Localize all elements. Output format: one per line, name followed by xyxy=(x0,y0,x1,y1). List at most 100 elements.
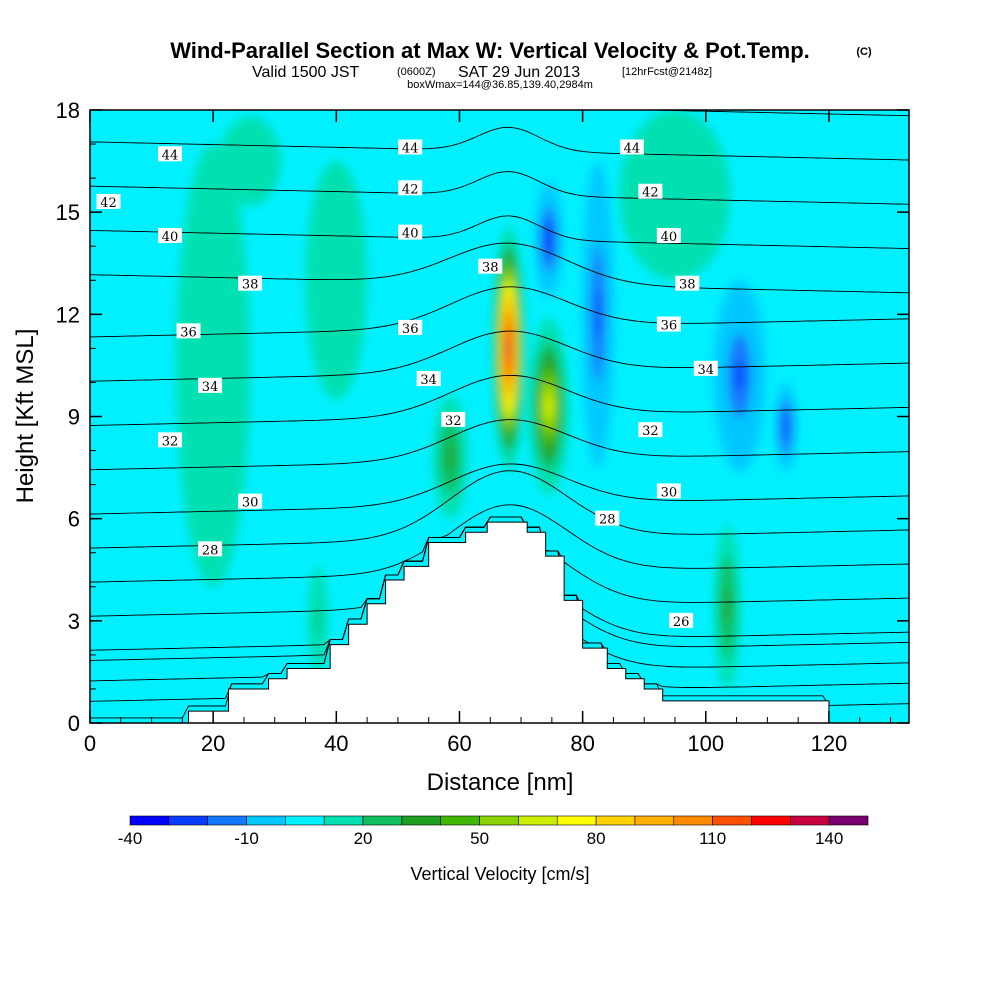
contour-label-box xyxy=(96,193,121,209)
contour-label-text: 28 xyxy=(599,513,616,528)
contour-label-text: 42 xyxy=(402,182,419,197)
vv-level xyxy=(654,163,696,228)
contour-label-box xyxy=(398,180,423,196)
contour-label-28: 28 xyxy=(595,510,620,528)
theta-contour-39 xyxy=(630,110,909,117)
x-tick-label: 120 xyxy=(811,731,848,756)
contour-label-text: 44 xyxy=(624,141,641,156)
contour-label-box xyxy=(693,360,718,376)
contour-label-text: 42 xyxy=(642,186,659,201)
contour-label-text: 32 xyxy=(445,414,462,429)
contour-label-text: 34 xyxy=(698,363,715,378)
colorbar-tick-label: 140 xyxy=(815,829,843,848)
contour-label-box xyxy=(238,493,263,509)
vv-feature-10 xyxy=(176,144,251,587)
colorbar-swatch xyxy=(246,815,286,826)
colorbar-swatch xyxy=(673,815,713,826)
colorbar-swatch xyxy=(790,815,830,826)
contour-label-text: 36 xyxy=(402,322,419,337)
contour-label-38: 38 xyxy=(478,258,503,276)
x-tick-label: 0 xyxy=(84,731,96,756)
contour-label-box xyxy=(198,541,223,557)
contour-label-box xyxy=(656,316,681,332)
colorbar-swatch xyxy=(518,815,558,826)
contour-label-34: 34 xyxy=(693,360,718,378)
colorbar-swatch xyxy=(401,815,442,826)
contour-label-box xyxy=(638,183,663,199)
colorbar-swatch xyxy=(828,815,869,826)
x-tick-label: 40 xyxy=(324,731,348,756)
subtitle-box: boxWmax=144@36.85,139.40,2984m xyxy=(407,79,593,91)
colorbar-tick-label: 110 xyxy=(699,829,726,848)
contour-label-box xyxy=(398,139,423,155)
contour-label-text: 30 xyxy=(242,496,259,511)
subtitle-z: (0600Z) xyxy=(397,66,436,78)
colorbar-swatch xyxy=(440,815,480,826)
contour-label-40: 40 xyxy=(656,228,681,245)
contour-label-box xyxy=(176,323,201,339)
colorbar-swatch xyxy=(751,815,791,826)
contour-label-text: 38 xyxy=(679,278,696,293)
x-tick-label: 60 xyxy=(447,731,471,756)
y-tick-label: 15 xyxy=(56,200,80,225)
contour-label-28: 28 xyxy=(198,541,223,558)
terrain-mask xyxy=(90,521,909,723)
potential-temperature-contours xyxy=(90,110,909,719)
contour-label-38: 38 xyxy=(675,275,700,293)
y-tick-label: 3 xyxy=(68,609,80,634)
vv-feature-7 xyxy=(713,280,766,471)
contour-label-42: 42 xyxy=(96,193,121,211)
vv-level xyxy=(324,235,348,325)
contour-label-44: 44 xyxy=(398,139,423,156)
contour-label-box xyxy=(398,319,423,335)
y-tick-label: 9 xyxy=(68,405,80,430)
vv-feature-9 xyxy=(219,116,281,206)
colorbar-swatch xyxy=(168,815,208,826)
contour-label-text: 34 xyxy=(420,373,437,388)
theta-contour-34 xyxy=(90,286,909,338)
vv-feature-3 xyxy=(713,525,741,689)
contour-label-box xyxy=(656,228,681,244)
contour-label-box xyxy=(441,411,466,427)
theta-contour-37 xyxy=(90,171,909,205)
contour-label-38: 38 xyxy=(238,275,263,293)
x-tick-label: 20 xyxy=(201,731,225,756)
contour-label-text: 40 xyxy=(162,230,179,245)
contour-label-32: 32 xyxy=(638,422,663,439)
chart-title: Wind-Parallel Section at Max W: Vertical… xyxy=(170,38,810,63)
colorbar-swatch xyxy=(207,815,247,826)
contour-label-32: 32 xyxy=(158,432,183,449)
contour-label-text: 38 xyxy=(242,278,259,293)
theta-contour-38 xyxy=(90,126,909,161)
y-tick-label: 0 xyxy=(68,711,80,736)
contour-label-text: 28 xyxy=(202,543,219,558)
colorbar-tick-label: -40 xyxy=(118,829,143,848)
colorbar-swatch xyxy=(556,815,597,826)
contour-label-40: 40 xyxy=(158,228,183,245)
contour-label-42: 42 xyxy=(638,183,663,201)
colorbar-swatch xyxy=(362,815,403,826)
y-axis-title: Height [Kft MSL] xyxy=(12,329,39,504)
contour-label-36: 36 xyxy=(656,316,681,334)
contour-label-box xyxy=(398,224,423,240)
contour-label-text: 44 xyxy=(162,148,179,163)
colorbar-labels: -40 -10 20 50 80 110 140 xyxy=(118,829,844,848)
x-axis-title: Distance [nm] xyxy=(427,769,574,796)
theta-contour-32 xyxy=(90,374,909,426)
vv-level xyxy=(724,588,731,627)
colorbar-title: Vertical Velocity [cm/s] xyxy=(410,864,589,884)
copyright-mark: (C) xyxy=(856,46,872,58)
contour-label-box xyxy=(238,275,263,291)
contour-label-44: 44 xyxy=(619,139,644,156)
contour-label-40: 40 xyxy=(398,224,423,242)
contour-label-text: 30 xyxy=(661,485,678,500)
colorbar-swatch xyxy=(634,815,675,826)
contour-label-box xyxy=(619,139,644,155)
colorbar-swatch xyxy=(129,815,170,826)
contour-label-26: 26 xyxy=(669,612,694,630)
x-axis: 0 20 40 60 80 100 120 xyxy=(84,110,892,756)
contour-label-box xyxy=(656,483,681,499)
colorbar-swatch xyxy=(479,815,519,826)
contour-label-34: 34 xyxy=(416,371,441,388)
